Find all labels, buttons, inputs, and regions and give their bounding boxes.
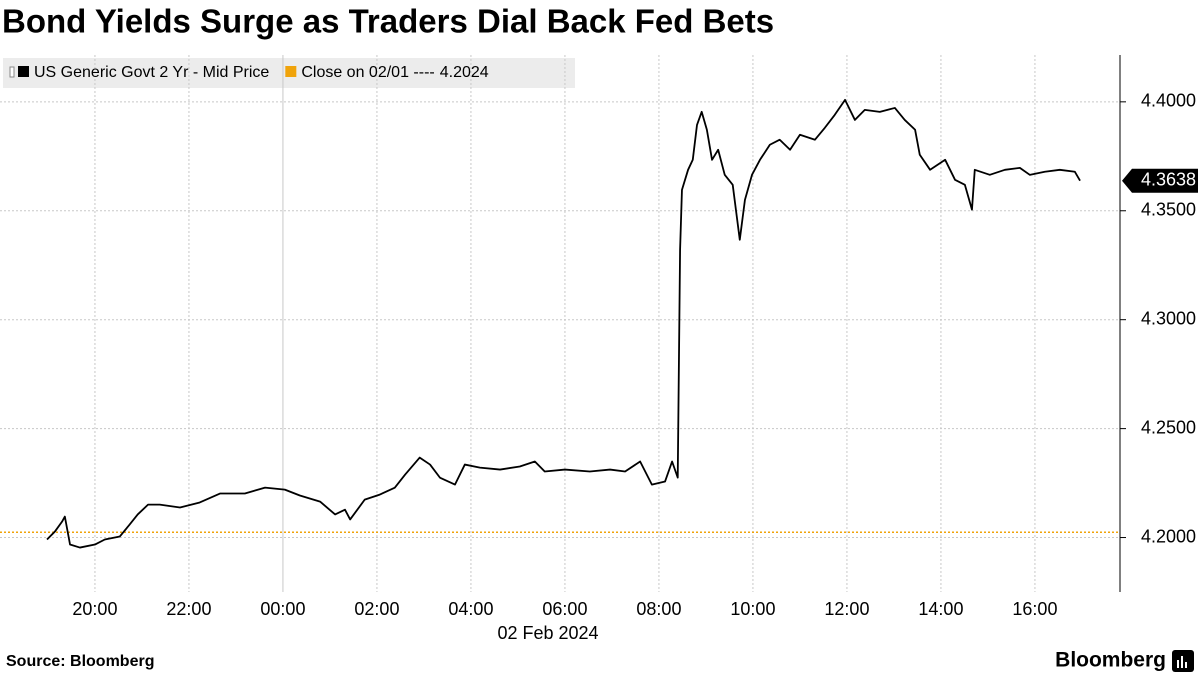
last-value-tag — [1122, 168, 1198, 193]
x-tick-label: 20:00 — [72, 599, 117, 619]
legend-value: 4.2024 — [440, 64, 489, 81]
legend-swatch — [18, 66, 29, 77]
y-tick-label: 4.3000 — [1141, 308, 1196, 328]
x-tick-label: 00:00 — [260, 599, 305, 619]
x-tick-label: 10:00 — [730, 599, 775, 619]
brand: Bloomberg — [1055, 649, 1166, 672]
x-tick-label: 16:00 — [1012, 599, 1057, 619]
last-value-label: 4.3638 — [1141, 169, 1196, 189]
x-tick-label: 22:00 — [166, 599, 211, 619]
legend-label: Close on 02/01 ---- — [301, 64, 434, 81]
x-tick-label: 04:00 — [448, 599, 493, 619]
x-tick-label: 12:00 — [824, 599, 869, 619]
x-tick-label: 08:00 — [636, 599, 681, 619]
brand-icon — [1172, 650, 1194, 672]
y-tick-label: 4.3500 — [1141, 200, 1196, 220]
legend-swatch — [285, 66, 297, 77]
chart-title: Bond Yields Surge as Traders Dial Back F… — [2, 3, 774, 40]
y-tick-label: 4.2000 — [1141, 526, 1196, 546]
legend-label: US Generic Govt 2 Yr - Mid Price — [34, 64, 269, 81]
y-tick-label: 4.2500 — [1141, 417, 1196, 437]
x-axis-label: 02 Feb 2024 — [497, 623, 598, 643]
legend-handle — [9, 66, 15, 78]
x-tick-label: 02:00 — [354, 599, 399, 619]
x-tick-label: 06:00 — [542, 599, 587, 619]
y-tick-label: 4.4000 — [1141, 91, 1196, 111]
x-tick-label: 14:00 — [918, 599, 963, 619]
source: Source: Bloomberg — [6, 653, 154, 670]
series-line — [46, 98, 1081, 549]
